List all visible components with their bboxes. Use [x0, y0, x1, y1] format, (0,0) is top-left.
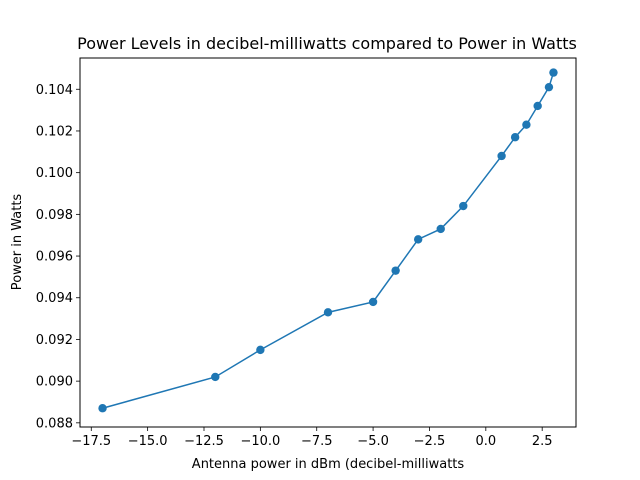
- data-point: [533, 101, 542, 111]
- data-point: [368, 297, 378, 307]
- data-point: [497, 151, 506, 161]
- x-tick-label: −5.0: [357, 434, 389, 449]
- y-tick-label: 0.088: [36, 416, 73, 431]
- y-tick-label: 0.102: [36, 124, 73, 139]
- y-tick-label: 0.092: [36, 333, 73, 348]
- data-point: [522, 120, 531, 129]
- data-point: [549, 68, 558, 77]
- x-axis-ticks: −17.5 −15.0 −12.5 −10.0 −7.5 −5.0 −2.5 0.0 2.5: [71, 427, 553, 449]
- x-tick-label: −10.0: [240, 434, 280, 449]
- y-tick-label: 0.094: [36, 291, 73, 306]
- data-point: [323, 308, 333, 317]
- y-tick-label: 0.090: [36, 375, 73, 390]
- plot-frame: [79, 57, 577, 428]
- data-point: [510, 133, 520, 142]
- y-tick-label: 0.100: [36, 166, 73, 181]
- x-tick-label: 0.0: [475, 434, 496, 449]
- series-layer: [98, 68, 558, 413]
- data-point: [413, 235, 423, 244]
- x-axis-title: Antenna power in dBm (decibel-milliwatts: [192, 457, 465, 472]
- x-tick-label: 2.5: [532, 434, 553, 449]
- data-point: [211, 372, 220, 382]
- data-point: [98, 404, 107, 413]
- x-tick-label: −17.5: [71, 434, 111, 449]
- x-tick-label: −2.5: [414, 434, 446, 449]
- chart-title: Power Levels in decibel-milliwatts compa…: [77, 34, 577, 53]
- data-point: [391, 266, 400, 275]
- y-tick-label: 0.096: [36, 250, 73, 265]
- y-tick-label: 0.098: [36, 208, 73, 223]
- x-tick-label: −12.5: [184, 434, 224, 449]
- x-tick-label: −15.0: [128, 434, 168, 449]
- data-point: [436, 224, 445, 234]
- data-point: [256, 345, 265, 355]
- y-tick-label: 0.104: [36, 83, 73, 98]
- y-axis-title: Power in Watts: [10, 194, 25, 291]
- y-axis-ticks: 0.088 0.090 0.092 0.094 0.096 0.098 0.100 0.102…: [36, 83, 80, 431]
- data-point: [544, 82, 554, 92]
- x-tick-label: −7.5: [301, 434, 333, 449]
- data-point: [459, 201, 468, 211]
